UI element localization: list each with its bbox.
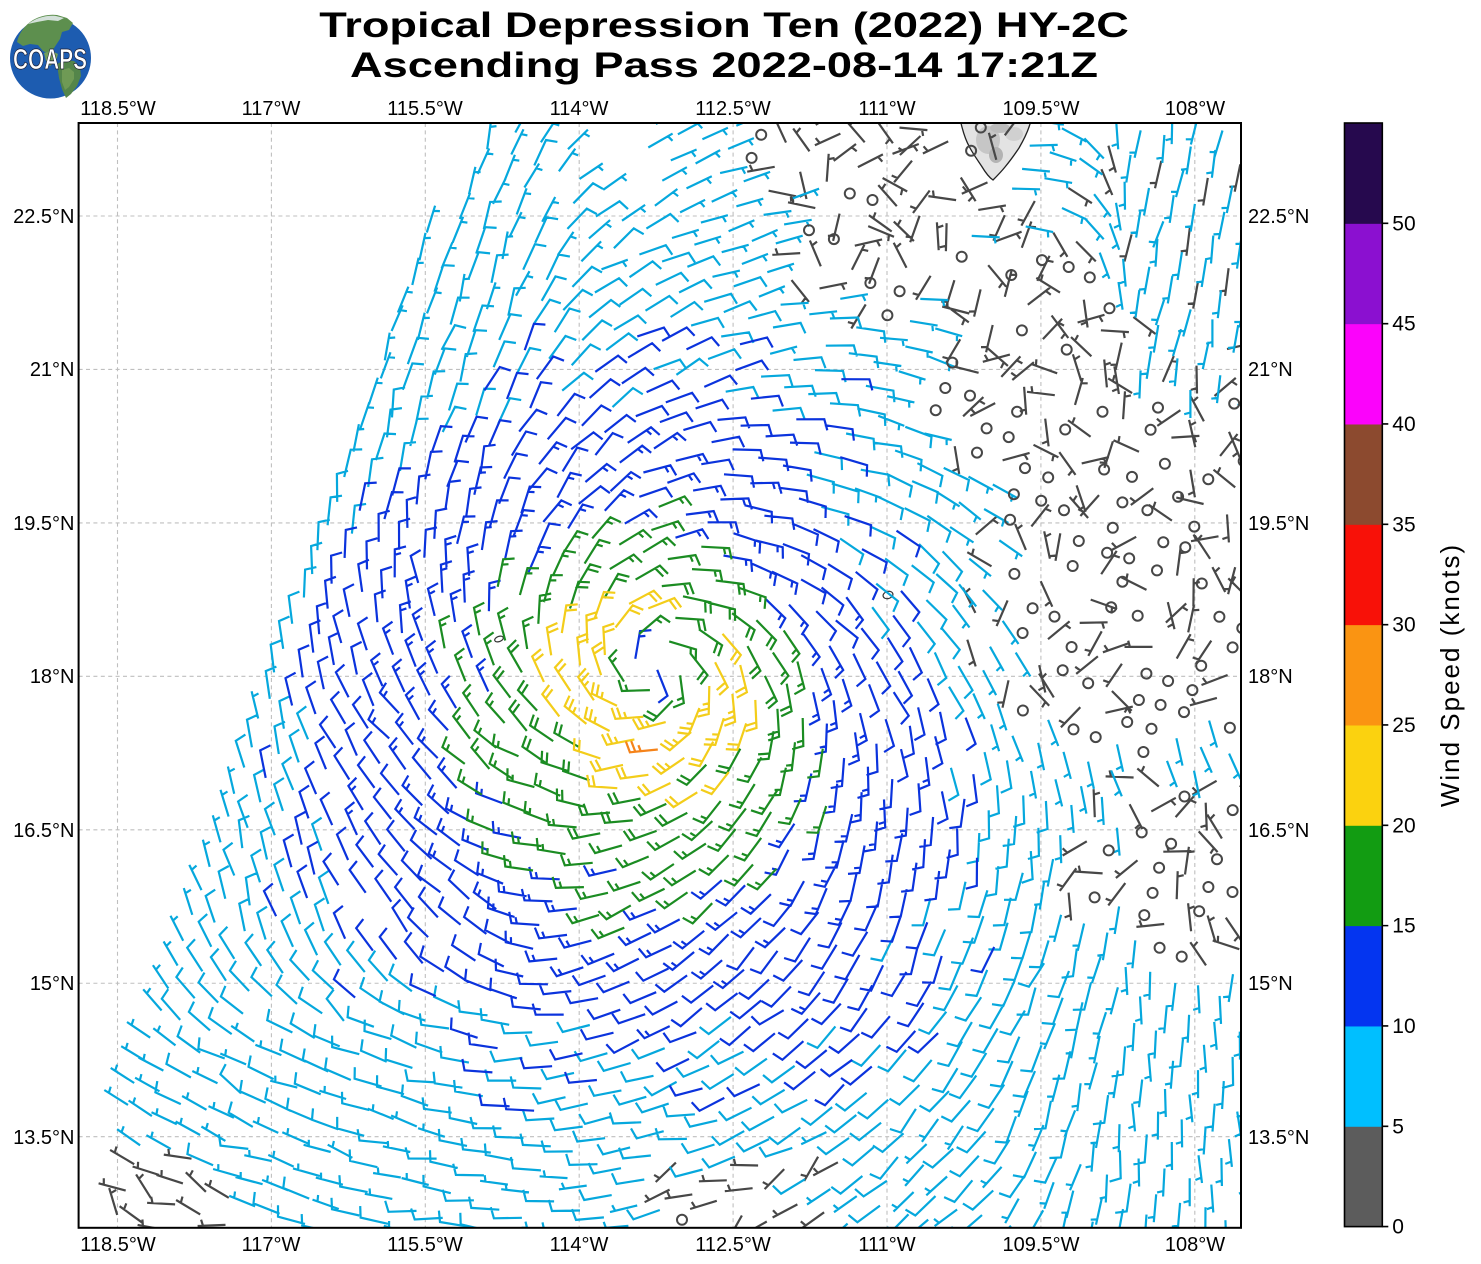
svg-text:22.5°N: 22.5°N [13, 206, 74, 228]
svg-text:18°N: 18°N [1248, 666, 1293, 688]
svg-text:15: 15 [1392, 915, 1415, 938]
svg-text:108°W: 108°W [1165, 98, 1225, 120]
svg-text:16.5°N: 16.5°N [1248, 820, 1309, 842]
svg-text:117°W: 117°W [242, 98, 301, 120]
svg-text:25: 25 [1392, 714, 1415, 737]
svg-text:15°N: 15°N [30, 973, 75, 995]
svg-text:114°W: 114°W [550, 98, 609, 120]
svg-text:COAPS: COAPS [13, 44, 87, 76]
svg-text:115.5°W: 115.5°W [387, 98, 463, 120]
svg-text:21°N: 21°N [1248, 359, 1293, 381]
svg-text:13.5°N: 13.5°N [1248, 1127, 1309, 1149]
svg-text:115.5°W: 115.5°W [387, 1234, 463, 1256]
svg-text:117°W: 117°W [242, 1234, 301, 1256]
svg-text:35: 35 [1392, 513, 1415, 536]
svg-text:108°W: 108°W [1165, 1234, 1225, 1256]
svg-text:114°W: 114°W [550, 1234, 609, 1256]
svg-text:10: 10 [1392, 1015, 1415, 1038]
svg-text:19.5°N: 19.5°N [1248, 513, 1309, 535]
svg-text:5: 5 [1392, 1115, 1404, 1138]
svg-text:112.5°W: 112.5°W [695, 98, 771, 120]
svg-text:20: 20 [1392, 814, 1415, 837]
svg-text:111°W: 111°W [858, 1234, 915, 1256]
svg-text:40: 40 [1392, 413, 1415, 436]
svg-text:50: 50 [1392, 212, 1415, 235]
svg-text:16.5°N: 16.5°N [13, 820, 74, 842]
svg-text:21°N: 21°N [30, 359, 75, 381]
svg-text:109.5°W: 109.5°W [1003, 98, 1080, 120]
svg-text:22.5°N: 22.5°N [1248, 206, 1309, 228]
svg-text:118.5°W: 118.5°W [80, 1234, 156, 1256]
svg-text:109.5°W: 109.5°W [1003, 1234, 1080, 1256]
svg-text:111°W: 111°W [858, 98, 915, 120]
svg-text:13.5°N: 13.5°N [13, 1127, 74, 1149]
svg-text:45: 45 [1392, 313, 1415, 336]
svg-text:118.5°W: 118.5°W [80, 98, 156, 120]
svg-text:30: 30 [1392, 614, 1415, 637]
svg-text:15°N: 15°N [1248, 973, 1293, 995]
svg-text:18°N: 18°N [30, 666, 75, 688]
svg-text:19.5°N: 19.5°N [13, 513, 74, 535]
svg-text:112.5°W: 112.5°W [695, 1234, 771, 1256]
svg-text:0: 0 [1392, 1216, 1404, 1239]
svg-text:Wind Speed (knots): Wind Speed (knots) [1435, 543, 1465, 807]
